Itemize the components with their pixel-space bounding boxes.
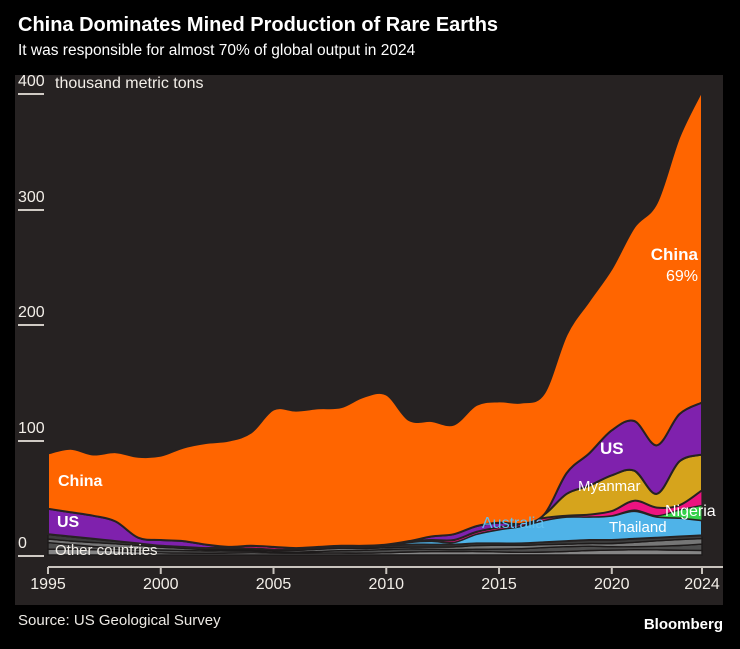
series-label-us-left: US [57,514,80,531]
y-tick-label-0: 0 [18,535,27,552]
series-label-myanmar: Myanmar [578,478,641,495]
y-tick-mark-200 [18,324,44,326]
bloomberg-logo: Bloomberg [643,616,723,633]
series-area-china [47,90,703,550]
y-tick-label-100: 100 [18,419,45,437]
x-tick-label-1995: 1995 [30,576,66,593]
x-tick-label-2020: 2020 [593,576,630,593]
series-label-china-left: China [58,473,103,490]
y-tick-label-200: 200 [18,304,45,321]
source-note: Source: US Geological Survey [18,612,221,629]
y-tick-mark-0 [18,555,44,557]
y-tick-mark-300 [18,208,44,211]
y-tick-label-300: 300 [18,188,45,206]
series-label-nigeria: Nigeria [665,503,716,520]
series-label-china-right-pct: 69% [665,268,698,285]
series-label-other-countries: Other countries [55,542,158,559]
x-tick-label-2000: 2000 [142,576,179,593]
series-label-australia: Australia [482,515,545,532]
x-tick-label-2015: 2015 [481,576,517,593]
y-axis-unit-label: thousand metric tons [55,75,204,92]
stacked-area-chart [47,90,723,574]
series-label-us-right: US [600,439,624,458]
y-tick-label-400: 400 [18,73,45,90]
chart-subtitle: It was responsible for almost 70% of glo… [18,42,416,59]
chart-title: China Dominates Mined Production of Rare… [18,14,499,36]
x-tick-label-2024: 2024 [684,576,720,593]
x-tick-label-2010: 2010 [368,576,405,593]
y-tick-mark-400 [18,93,44,95]
x-tick-label-2005: 2005 [255,576,292,593]
chart-plot-area: thousand metric tons 0 100 200 300 400 1995 2… [15,73,723,605]
y-tick-mark-100 [18,439,44,442]
series-label-china-right: China [650,245,698,264]
series-label-thailand: Thailand [609,519,667,536]
